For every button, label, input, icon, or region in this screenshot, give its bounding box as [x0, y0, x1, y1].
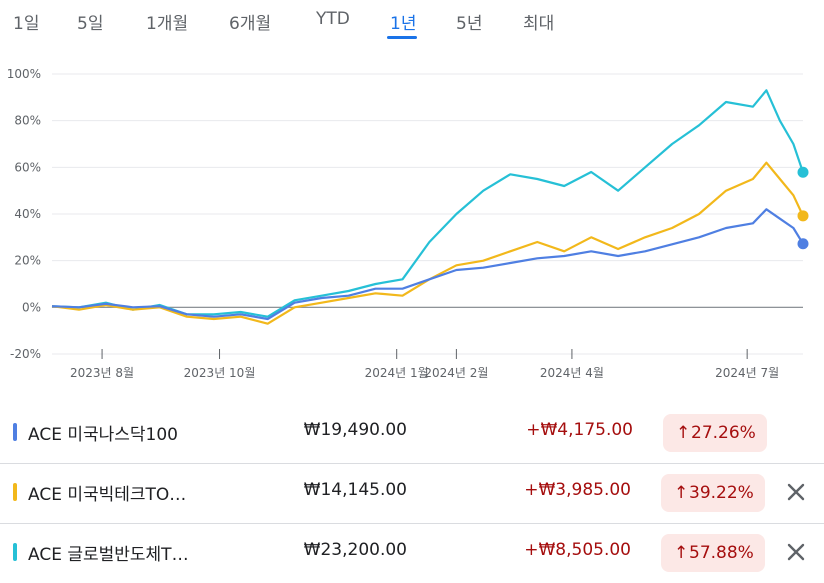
series-line	[51, 89, 805, 318]
y-tick-label: -20%	[10, 347, 41, 361]
tab-1d[interactable]: 1일	[13, 14, 40, 34]
percent-change: 27.26%	[691, 423, 756, 443]
tab-5y[interactable]: 5년	[456, 14, 483, 34]
holding-change: +₩8,505.00	[524, 540, 631, 560]
series-end-dot	[797, 166, 809, 178]
percent-change-badge: ↑ 27.26%	[663, 414, 767, 452]
active-tab-indicator	[387, 36, 417, 39]
series-line	[51, 161, 804, 325]
series-color-swatch	[13, 543, 17, 561]
y-tick-label: 40%	[14, 207, 41, 221]
holding-change: +₩4,175.00	[526, 420, 633, 440]
x-tick-label: 2023년 8월	[70, 366, 134, 380]
close-icon[interactable]	[781, 477, 811, 507]
y-tick-label: 80%	[14, 114, 41, 128]
holding-name: ACE 미국나스닥100	[28, 425, 178, 445]
row-divider	[0, 463, 824, 464]
holding-row-bigtech[interactable]: ACE 미국빅테크TO… ₩14,145.00 +₩3,985.00 ↑ 39.…	[0, 463, 824, 523]
series-color-swatch	[13, 483, 17, 501]
holding-price: ₩14,145.00	[303, 480, 407, 500]
holding-price: ₩23,200.00	[303, 540, 407, 560]
x-tick-label: 2024년 1월	[365, 366, 429, 380]
x-tick-label: 2024년 4월	[540, 366, 604, 380]
arrow-up-icon: ↑	[674, 543, 689, 563]
y-tick-label: 0%	[22, 300, 41, 314]
percent-change: 39.22%	[689, 483, 754, 503]
y-tick-label: 20%	[14, 254, 41, 268]
holding-row-nasdaq100[interactable]: ACE 미국나스닥100 ₩19,490.00 +₩4,175.00 ↑ 27.…	[0, 403, 824, 463]
end-dots	[797, 166, 809, 250]
arrow-up-icon: ↑	[674, 483, 689, 503]
close-icon[interactable]	[781, 537, 811, 567]
percent-change: 57.88%	[689, 543, 754, 563]
series-lines	[51, 89, 805, 325]
x-tick-label: 2024년 7월	[715, 366, 779, 380]
tab-5d[interactable]: 5일	[77, 14, 104, 34]
tab-1m[interactable]: 1개월	[146, 14, 189, 34]
series-color-swatch	[13, 423, 17, 441]
series-line	[51, 208, 804, 321]
tab-max[interactable]: 최대	[523, 14, 555, 34]
holding-change: +₩3,985.00	[524, 480, 631, 500]
x-tick-label: 2023년 10월	[184, 366, 256, 380]
row-divider	[0, 523, 824, 524]
tab-1y[interactable]: 1년	[390, 14, 417, 34]
y-tick-label: 60%	[14, 160, 41, 174]
tab-ytd[interactable]: YTD	[316, 9, 350, 29]
holding-name: ACE 미국빅테크TO…	[28, 485, 187, 505]
holding-name: ACE 글로벌반도체T…	[28, 545, 189, 565]
x-tick-label: 2024년 2월	[424, 366, 488, 380]
tab-6m[interactable]: 6개월	[229, 14, 272, 34]
series-end-dot	[797, 210, 809, 222]
percent-change-badge: ↑ 39.22%	[661, 474, 765, 512]
grid: 100% 80% 60% 40% 20% 0% -20% 2023년 8월 2023년 10월 2…	[7, 67, 803, 380]
arrow-up-icon: ↑	[676, 423, 691, 443]
range-tabs: 1일 5일 1개월 6개월 YTD 1년 5년 최대	[0, 0, 824, 44]
holding-price: ₩19,490.00	[303, 420, 407, 440]
series-end-dot	[797, 238, 809, 250]
holding-row-semiconductor[interactable]: ACE 글로벌반도체T… ₩23,200.00 +₩8,505.00 ↑ 57.…	[0, 523, 824, 583]
percent-change-badge: ↑ 57.88%	[661, 534, 765, 572]
y-tick-label: 100%	[7, 67, 41, 81]
comparison-chart: 100% 80% 60% 40% 20% 0% -20% 2023년 8월 2023년 10월 2…	[7, 67, 809, 380]
